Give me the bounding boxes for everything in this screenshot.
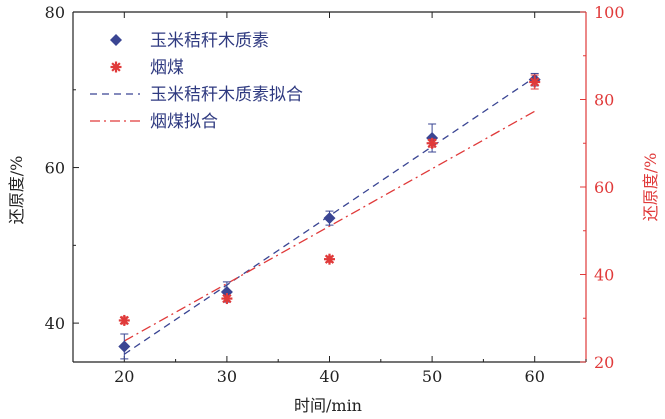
data-point-coal: [324, 253, 335, 265]
y-tick-label-right: 100: [594, 3, 625, 22]
y-axis-label-left: 还原度/%: [7, 156, 26, 225]
star-stroke: [530, 77, 540, 87]
legend-item-3: 玉米秸秆木质素拟合: [90, 85, 303, 105]
y-tick-label-left: 60: [45, 159, 65, 178]
legend-label: 玉米秸秆木质素拟合: [150, 85, 303, 105]
data-point-lignin: [323, 210, 336, 226]
legend-item-2: 烟煤: [110, 58, 184, 78]
data-point-coal: [221, 293, 233, 305]
legend-diamond-icon: [110, 34, 122, 46]
star-stroke: [222, 293, 232, 304]
star-stroke: [119, 315, 129, 326]
y-tick-label-right: 80: [594, 91, 614, 110]
fit-lines-layer: [123, 76, 536, 355]
star-marker: [426, 137, 438, 149]
star-stroke: [111, 62, 121, 72]
star-stroke: [324, 254, 335, 264]
x-tick-label: 60: [525, 367, 545, 386]
diamond-marker: [323, 212, 336, 225]
star-marker: [221, 293, 233, 305]
y-tick-label-right: 60: [594, 178, 614, 197]
star-marker: [529, 76, 541, 88]
y-tick-label-left: 40: [45, 314, 65, 333]
fit-line-lignin: [123, 76, 536, 355]
legend-star-icon: [110, 61, 122, 73]
star-marker: [324, 253, 335, 265]
data-point-lignin: [118, 333, 131, 360]
legend-label: 玉米秸秆木质素: [150, 31, 269, 51]
x-tick-label: 30: [217, 367, 237, 386]
data-point-coal: [118, 314, 130, 326]
x-tick-label: 50: [422, 367, 442, 386]
legend-item-4: 烟煤拟合: [90, 112, 218, 132]
x-tick-label: 20: [114, 367, 134, 386]
y-tick-label-right: 20: [594, 353, 614, 372]
x-tick-label: 40: [319, 367, 339, 386]
axes-layer: 20 30 40 50 60 40 60 80 20 40 60 80 100: [45, 3, 625, 386]
legend-label: 烟煤: [150, 58, 184, 78]
y-tick-label-right: 40: [594, 266, 614, 285]
data-point-coal: [426, 137, 438, 149]
y-axis-label-right: 还原度/%: [641, 153, 660, 222]
diamond-marker: [118, 340, 131, 353]
points-layer: [118, 72, 541, 360]
x-axis-label: 时间/min: [294, 396, 362, 415]
star-marker: [118, 314, 130, 326]
star-stroke: [427, 138, 437, 148]
y-tick-label-left: 80: [45, 3, 65, 22]
data-point-coal: [529, 74, 541, 90]
legend-label: 烟煤拟合: [150, 112, 218, 132]
legend-item-1: 玉米秸秆木质素: [110, 31, 269, 51]
fit-line-coal: [123, 110, 536, 342]
